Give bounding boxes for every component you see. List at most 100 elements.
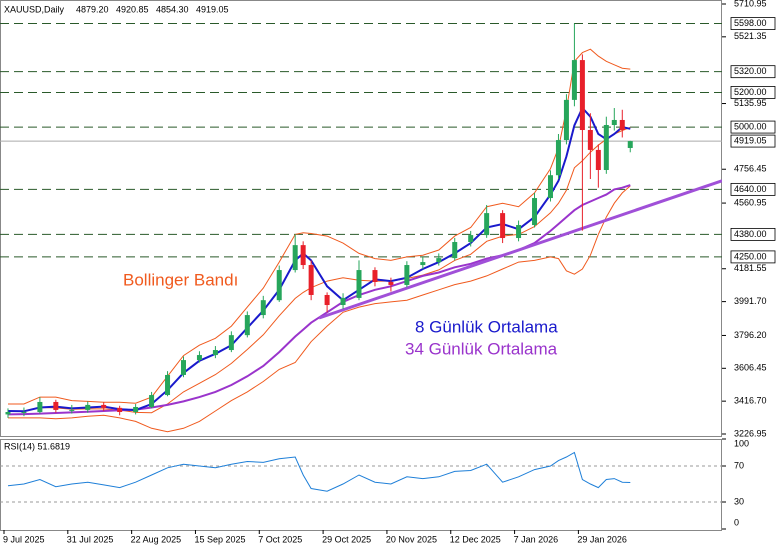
header-ohlc: 4854.30	[156, 4, 189, 14]
level-label: 4640.00	[734, 184, 767, 194]
level-label: 4380.00	[734, 229, 767, 239]
candle-body	[484, 213, 490, 236]
level-label: 5200.00	[734, 87, 767, 97]
candle-body	[244, 315, 250, 336]
candle-body	[300, 245, 306, 266]
candle-body	[595, 149, 601, 171]
x-tick-label: 9 Jul 2025	[3, 534, 45, 544]
candle-body	[468, 235, 474, 243]
y-tick-label: 4560.95	[734, 197, 767, 207]
candle-body	[356, 270, 362, 298]
candle-body	[292, 245, 298, 271]
candle-body	[21, 412, 27, 414]
candle-body	[85, 404, 91, 410]
x-tick-label: 7 Jan 2026	[514, 534, 559, 544]
candle-body	[117, 407, 123, 413]
y-tick-label: 3991.70	[734, 296, 767, 306]
level-tag	[730, 182, 776, 196]
level-tag	[730, 65, 776, 79]
y-tick-label: 0	[734, 517, 739, 527]
level-label: 5000.00	[734, 121, 767, 131]
x-tick-label: 29 Jan 2026	[577, 534, 627, 544]
y-tick-label: 3226.95	[734, 428, 767, 438]
rsi-panel	[0, 439, 722, 531]
candle-body	[133, 406, 139, 413]
candle-body	[180, 360, 186, 375]
y-tick-label: 3796.20	[734, 330, 767, 340]
current-price-tag	[730, 134, 776, 148]
annotation: 34 Günlük Ortalama	[405, 339, 558, 358]
price-panel	[0, 0, 722, 437]
rsi-title: RSI(14) 51.6819	[4, 441, 70, 451]
candle-body	[340, 297, 346, 306]
candle-body	[149, 395, 155, 407]
candle-body	[5, 412, 11, 415]
candle-body	[500, 213, 506, 239]
candle-body	[388, 282, 394, 285]
candle-body	[571, 60, 577, 100]
candle-body	[579, 60, 585, 131]
candle-body	[404, 265, 410, 285]
candle-body	[436, 258, 442, 263]
candle-body	[260, 300, 266, 316]
level-label: 5598.00	[734, 18, 767, 28]
y-tick-label: 3606.45	[734, 363, 767, 373]
x-tick-label: 15 Sep 2025	[194, 534, 245, 544]
price-plot	[0, 23, 722, 433]
annotation: Bollinger Bandı	[123, 270, 238, 289]
level-tag	[730, 227, 776, 241]
current-price-label: 4919.05	[734, 135, 767, 145]
level-label: 4250.00	[734, 251, 767, 261]
candle-body	[516, 225, 522, 239]
y-tick-label: 5135.95	[734, 98, 767, 108]
candle-body	[324, 294, 330, 306]
candle-body	[372, 270, 378, 283]
candle-body	[619, 119, 625, 131]
candle-body	[603, 124, 609, 171]
x-tick-label: 29 Oct 2025	[322, 534, 371, 544]
candle-body	[611, 119, 617, 125]
candle-body	[101, 404, 107, 408]
indicator-line	[8, 48, 631, 405]
x-tick-label: 7 Oct 2025	[258, 534, 302, 544]
x-tick-label: 22 Aug 2025	[131, 534, 182, 544]
candle-body	[228, 335, 234, 351]
level-tag	[730, 86, 776, 99]
candle-body	[452, 242, 458, 259]
header-ohlc: 4920.85	[116, 4, 149, 14]
candle-body	[563, 99, 569, 141]
header-symbol: XAUUSD,Daily	[4, 4, 65, 14]
candle-body	[69, 409, 75, 411]
candle-body	[555, 140, 561, 176]
level-tag	[730, 250, 776, 264]
candle-body	[587, 130, 593, 150]
indicator-line	[8, 126, 631, 414]
candle-body	[420, 262, 426, 266]
level-tag	[730, 17, 776, 30]
candle-body	[547, 175, 553, 199]
level-label: 5320.00	[734, 66, 767, 76]
header-ohlc: 4919.05	[196, 4, 229, 14]
candle-body	[627, 141, 633, 148]
x-tick-label: 31 Jul 2025	[67, 534, 114, 544]
rsi-line	[7, 451, 631, 492]
header-ohlc: 4879.20	[76, 4, 109, 14]
candle-body	[308, 265, 314, 295]
indicator-line	[7, 106, 631, 413]
candle-body	[276, 270, 282, 301]
y-tick-label: 4181.55	[734, 263, 767, 273]
y-tick-label: 5521.35	[734, 31, 767, 41]
y-tick-label: 70	[734, 460, 744, 470]
y-tick-label: 100	[734, 438, 749, 448]
candle-body	[37, 401, 43, 413]
level-tag	[730, 120, 776, 134]
y-tick-label: 5710.95	[734, 0, 767, 8]
trend-line	[318, 179, 722, 320]
candle-body	[196, 355, 202, 361]
x-tick-label: 20 Nov 2025	[386, 534, 437, 544]
x-tick-label: 12 Dec 2025	[450, 534, 501, 544]
y-tick-label: 3416.70	[734, 396, 767, 406]
y-tick-label: 30	[734, 496, 744, 506]
